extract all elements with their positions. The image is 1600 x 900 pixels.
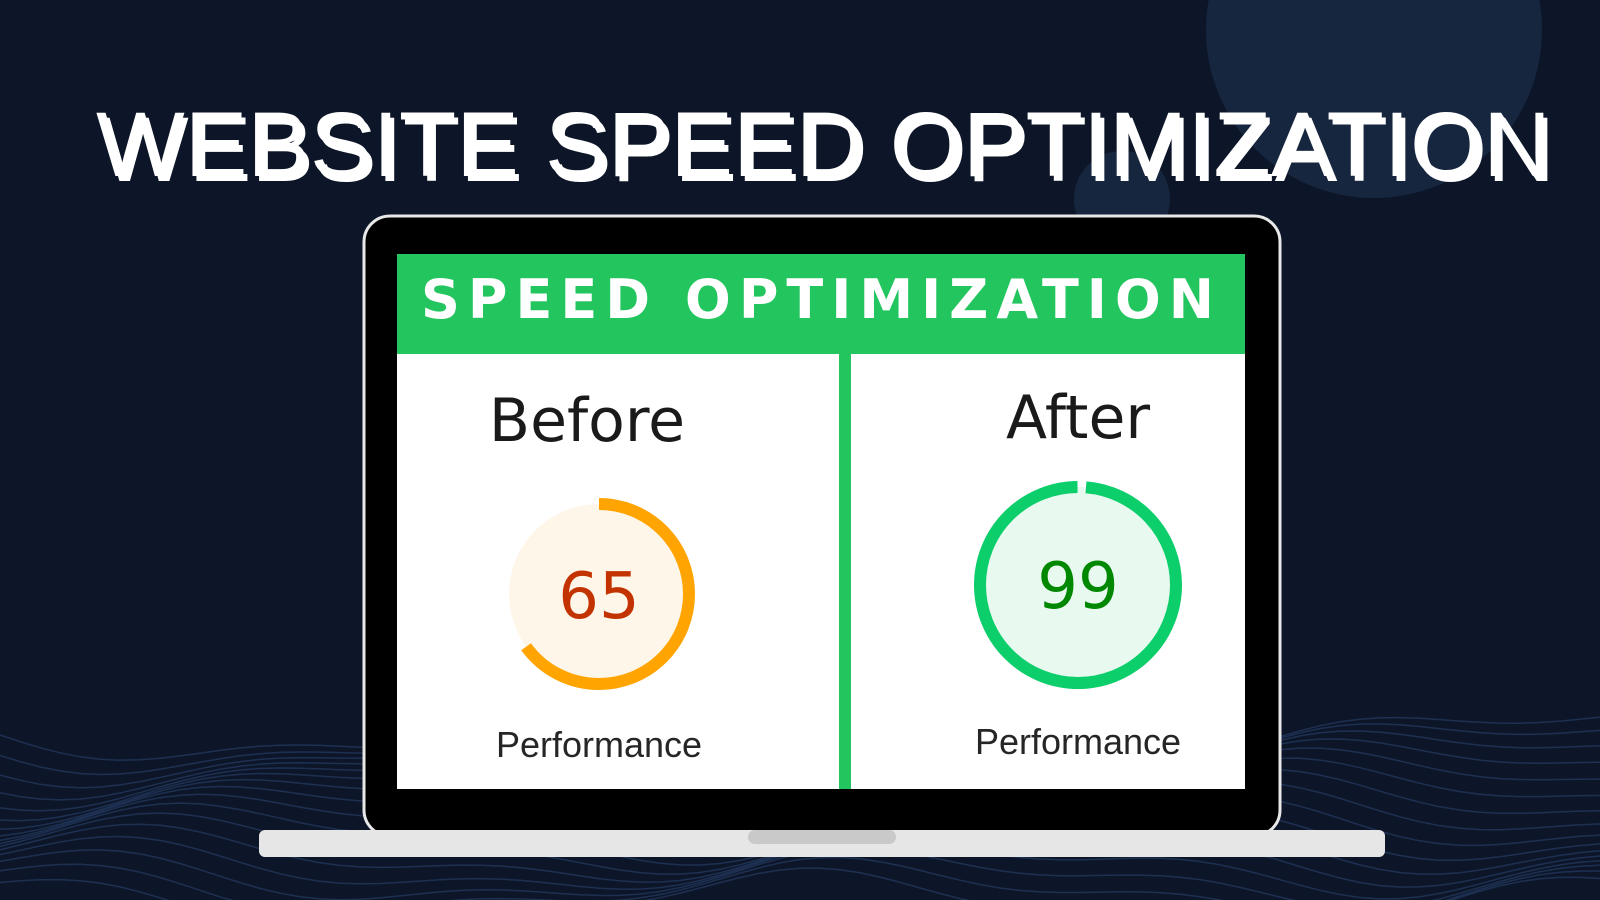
panel-label: After xyxy=(1006,383,1150,453)
divider xyxy=(839,354,851,789)
gauge-bg xyxy=(509,504,689,684)
banner-text: SPEED OPTIMIZATION xyxy=(421,268,1221,331)
caption: Performance xyxy=(975,721,1181,762)
score: 99 xyxy=(1037,550,1118,624)
wave-line xyxy=(0,856,1600,900)
banner-bar xyxy=(397,254,1245,354)
gauge-bg xyxy=(980,487,1176,683)
caption: Performance xyxy=(496,724,702,765)
score: 65 xyxy=(558,560,639,634)
gauge-arc xyxy=(503,498,695,690)
panel-label: Before xyxy=(489,386,685,456)
wave-line xyxy=(0,867,1600,900)
title-shadow: WEBSITE SPEED OPTIMIZATION xyxy=(100,99,1555,201)
title: WEBSITE SPEED OPTIMIZATION xyxy=(96,94,1551,196)
decor-circle xyxy=(1206,0,1542,198)
laptop-notch xyxy=(748,830,896,844)
gauge-arc xyxy=(974,481,1182,689)
